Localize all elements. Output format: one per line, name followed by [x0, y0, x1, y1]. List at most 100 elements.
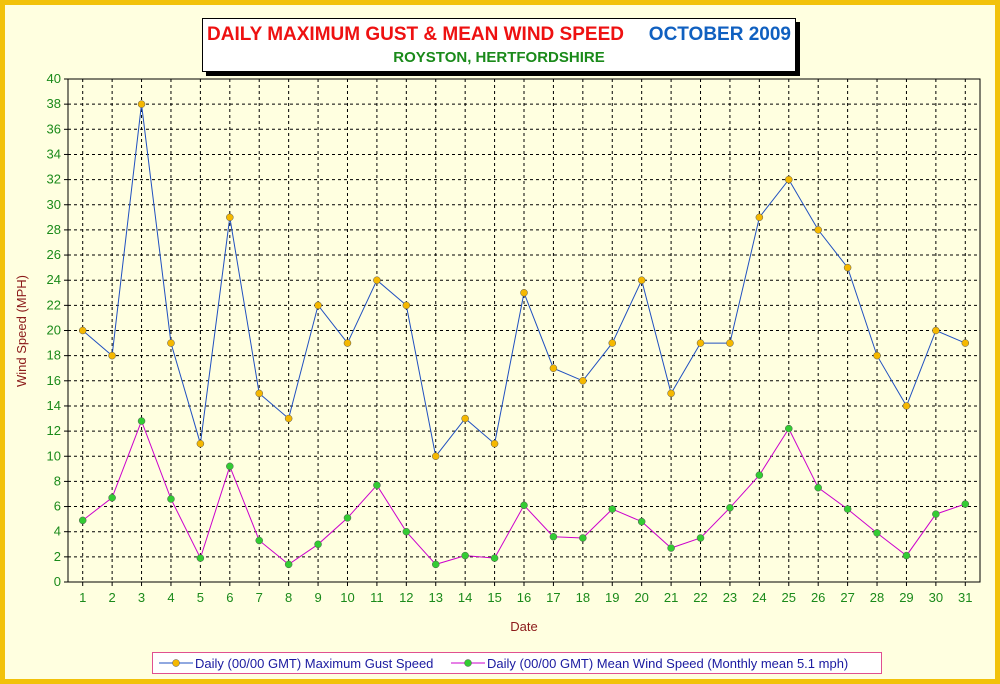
x-tick-label: 29 — [899, 590, 913, 605]
legend-gust-symbol — [159, 659, 193, 667]
point-gust — [520, 289, 528, 297]
point-mean — [108, 493, 116, 502]
point-mean — [755, 471, 764, 479]
point-gust — [226, 213, 234, 222]
point-mean — [255, 536, 263, 545]
y-tick-label: 10 — [47, 448, 61, 463]
point-gust — [343, 339, 352, 347]
point-gust — [137, 100, 146, 108]
x-tick-label: 12 — [399, 590, 413, 605]
y-tick-label: 6 — [54, 499, 61, 514]
y-tick-label: 34 — [47, 146, 61, 161]
point-gust — [490, 439, 499, 448]
x-tick-label: 21 — [664, 590, 678, 605]
y-tick-label: 20 — [47, 323, 61, 338]
x-tick-label: 1 — [79, 590, 86, 605]
x-tick-label: 17 — [546, 590, 560, 605]
y-tick-label: 38 — [47, 96, 61, 111]
x-tick-label: 18 — [576, 590, 590, 605]
point-mean — [520, 501, 528, 510]
point-gust — [785, 175, 793, 184]
y-tick-label: 30 — [47, 197, 61, 212]
x-tick-label: 31 — [958, 590, 972, 605]
y-tick-label: 36 — [47, 121, 61, 136]
point-gust — [961, 339, 970, 347]
y-tick-label: 16 — [47, 373, 61, 388]
legend-gust-label: Daily (00/00 GMT) Maximum Gust Speed — [195, 656, 434, 671]
x-tick-label: 24 — [752, 590, 766, 605]
point-mean — [167, 495, 175, 503]
y-tick-label: 32 — [47, 172, 61, 187]
x-tick-label: 20 — [634, 590, 648, 605]
x-tick-label: 3 — [138, 590, 145, 605]
x-tick-label: 23 — [723, 590, 737, 605]
x-tick-label: 16 — [517, 590, 531, 605]
point-mean — [314, 540, 322, 549]
y-tick-label: 24 — [47, 272, 61, 287]
x-tick-label: 14 — [458, 590, 472, 605]
point-gust — [814, 226, 822, 234]
y-tick-label: 2 — [54, 549, 61, 564]
grid — [67, 78, 981, 583]
point-mean — [78, 516, 87, 525]
y-tick-label: 14 — [47, 398, 61, 413]
y-tick-label: 28 — [47, 222, 61, 237]
x-tick-label: 26 — [811, 590, 825, 605]
x-tick-label: 2 — [109, 590, 116, 605]
point-mean — [373, 481, 381, 489]
point-gust — [402, 301, 411, 310]
point-mean — [343, 514, 352, 522]
point-gust — [843, 263, 852, 272]
x-tick-label: 28 — [870, 590, 884, 605]
y-tick-label: 12 — [47, 423, 61, 438]
y-tick-label: 18 — [47, 348, 61, 363]
x-tick-label: 15 — [487, 590, 501, 605]
point-gust — [431, 452, 440, 460]
point-gust — [726, 339, 734, 347]
point-gust — [932, 326, 940, 335]
point-gust — [579, 377, 587, 385]
x-tick-label: 9 — [314, 590, 321, 605]
x-tick-label: 25 — [782, 590, 796, 605]
point-gust — [196, 439, 205, 448]
x-tick-label: 22 — [693, 590, 707, 605]
y-axis-title: Wind Speed (MPH) — [14, 275, 29, 387]
legend: Daily (00/00 GMT) Maximum Gust Speed Dai… — [152, 652, 882, 674]
point-mean — [667, 544, 675, 552]
point-mean — [932, 510, 940, 518]
x-tick-label: 5 — [197, 590, 204, 605]
point-gust — [78, 326, 87, 335]
point-mean — [873, 529, 881, 537]
point-mean — [785, 424, 793, 433]
point-gust — [167, 339, 175, 347]
point-gust — [637, 276, 646, 284]
point-mean — [726, 504, 734, 512]
point-mean — [402, 527, 411, 536]
legend-mean-symbol — [451, 659, 485, 667]
chart-title: DAILY MAXIMUM GUST & MEAN WIND SPEED — [207, 24, 624, 45]
point-mean — [814, 483, 822, 492]
y-tick-label: 8 — [54, 473, 61, 488]
series-layer — [78, 100, 970, 569]
point-mean — [696, 534, 705, 542]
point-mean — [579, 534, 587, 542]
point-gust — [284, 414, 293, 423]
x-tick-label: 30 — [929, 590, 943, 605]
y-tick-label: 22 — [47, 297, 61, 312]
point-gust — [549, 364, 558, 372]
y-tick-label: 4 — [54, 524, 61, 539]
point-mean — [902, 551, 911, 560]
y-tick-label: 0 — [54, 574, 61, 589]
chart-month: OCTOBER 2009 — [648, 24, 791, 45]
title-box: DAILY MAXIMUM GUST & MEAN WIND SPEED OCT… — [202, 18, 796, 72]
x-tick-label: 6 — [226, 590, 233, 605]
point-mean — [196, 554, 205, 562]
point-mean — [284, 560, 293, 569]
x-tick-label: 13 — [429, 590, 443, 605]
x-tick-label: 8 — [285, 590, 292, 605]
point-gust — [255, 389, 263, 398]
point-gust — [314, 301, 322, 310]
x-tick-label: 11 — [370, 590, 384, 605]
